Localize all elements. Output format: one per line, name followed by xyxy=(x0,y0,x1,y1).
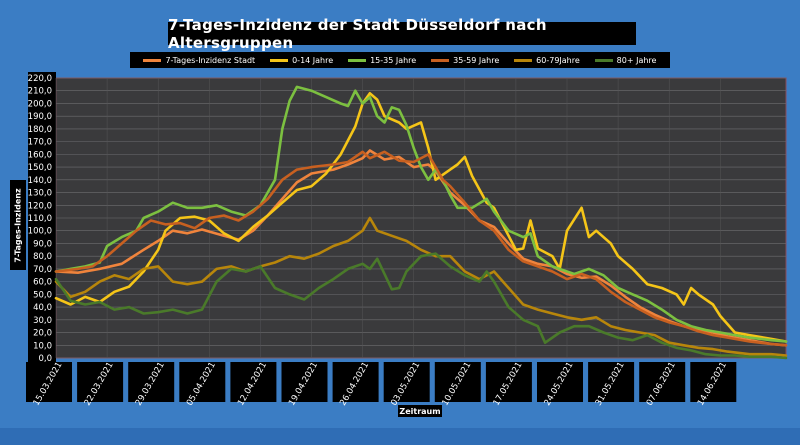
bottom-strip xyxy=(0,428,800,445)
legend-item-1: 7-Tages-Inzidenz Stadt xyxy=(143,56,255,65)
x-tick-box xyxy=(383,362,430,402)
x-tick-box xyxy=(77,362,124,402)
x-tick-box xyxy=(332,362,379,402)
legend-item-4: 35-59 Jahre xyxy=(431,56,499,65)
y-tick-label: 40,0 xyxy=(33,303,52,313)
legend-label: 0-14 Jahre xyxy=(292,55,334,65)
legend-swatch xyxy=(514,58,533,62)
legend-swatch xyxy=(594,58,613,62)
y-tick-label: 10,0 xyxy=(33,341,52,351)
x-tick-box xyxy=(588,362,635,402)
legend-swatch xyxy=(270,58,289,62)
legend-swatch xyxy=(348,58,367,62)
y-tick-label: 70,0 xyxy=(33,265,52,275)
y-tick-label: 200,0 xyxy=(28,99,52,109)
x-tick-box xyxy=(639,362,686,402)
y-tick-label: 180,0 xyxy=(28,125,52,135)
series-line-6 xyxy=(54,252,788,360)
y-tick-strip xyxy=(28,72,56,364)
y-tick-label: 0,0 xyxy=(38,354,52,364)
y-tick-label: 170,0 xyxy=(28,138,52,148)
y-tick-label: 130,0 xyxy=(28,189,52,199)
x-tick-box xyxy=(230,362,277,402)
legend-swatch xyxy=(431,58,450,62)
y-tick-label: 190,0 xyxy=(28,112,52,122)
y-tick-label: 20,0 xyxy=(33,329,52,339)
y-tick-label: 120,0 xyxy=(28,201,52,211)
x-tick-box xyxy=(128,362,175,402)
y-tick-label: 140,0 xyxy=(28,176,52,186)
y-tick-label: 30,0 xyxy=(33,316,52,326)
y-tick-label: 110,0 xyxy=(28,214,52,224)
legend-item-6: 80+ Jahre xyxy=(594,55,657,65)
y-tick-label: 90,0 xyxy=(33,239,52,249)
x-tick-box xyxy=(281,362,328,402)
x-axis-label: Zeitraum xyxy=(398,405,442,417)
y-tick-label: 220,0 xyxy=(28,74,52,84)
series-line-5 xyxy=(54,216,788,357)
x-tick-box xyxy=(434,362,481,402)
legend-label: 7-Tages-Inzidenz Stadt xyxy=(165,55,256,65)
chart-legend: 7-Tages-Inzidenz Stadt 0-14 Jahre 15-35 Ja… xyxy=(130,52,670,68)
x-tick-box xyxy=(485,362,532,402)
legend-swatch xyxy=(143,58,162,62)
x-tick-box xyxy=(26,362,72,402)
legend-item-2: 0-14 Jahre xyxy=(270,56,333,65)
x-axis-label-text: Zeitraum xyxy=(399,406,441,416)
y-tick-label: 50,0 xyxy=(33,290,52,300)
chart-title-text: 7-Tages-Inzidenz der Stadt Düsseldorf na… xyxy=(168,15,547,52)
y-tick-label: 160,0 xyxy=(28,150,52,160)
y-tick-label: 80,0 xyxy=(33,252,52,262)
chart-svg: 0,0 10,0 20,0 30,0 40,0 50,0 60,0 70,0 80,0 90,0 1… xyxy=(26,72,788,408)
y-tick-label: 210,0 xyxy=(28,87,52,97)
x-tick-box xyxy=(690,362,737,402)
y-axis-label-text: 7-Tages-Inzidenz xyxy=(13,187,23,263)
series-line-4 xyxy=(54,150,788,347)
y-tick-label: 100,0 xyxy=(28,227,52,237)
x-tick-box xyxy=(179,362,226,402)
legend-label: 60-79Jahre xyxy=(536,55,580,65)
series-line-3 xyxy=(54,85,788,343)
legend-label: 35-59 Jahre xyxy=(453,55,500,65)
legend-label: 80+ Jahre xyxy=(616,55,657,65)
legend-item-5: 60-79Jahre xyxy=(514,56,580,65)
y-axis-label: 7-Tages-Inzidenz xyxy=(10,180,26,270)
legend-item-3: 15-35 Jahre xyxy=(348,56,416,65)
x-tick-box xyxy=(537,362,583,402)
legend-label: 15-35 Jahre xyxy=(370,55,417,65)
y-tick-label: 60,0 xyxy=(33,278,52,288)
series-line-2 xyxy=(54,92,788,343)
chart-title: 7-Tages-Inzidenz der Stadt Düsseldorf na… xyxy=(168,16,636,52)
y-tick-label: 150,0 xyxy=(28,163,52,173)
